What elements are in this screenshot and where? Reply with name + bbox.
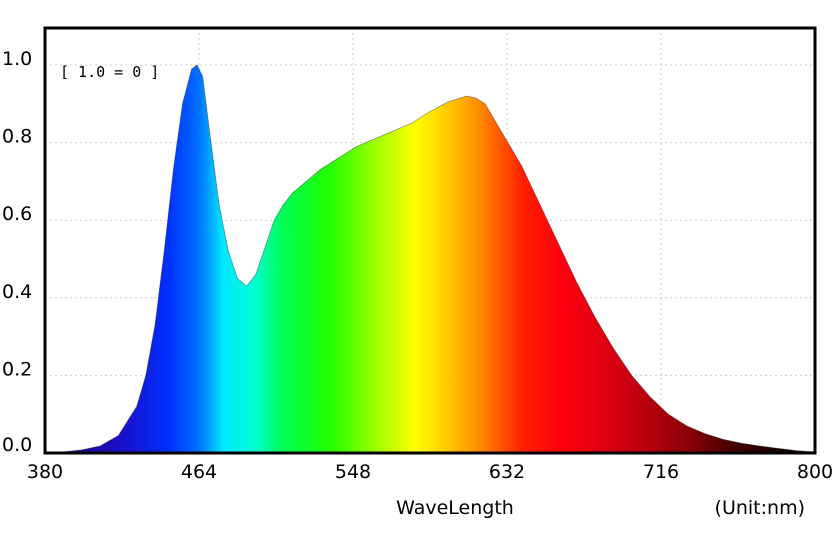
y-tick-labels: 0.0 0.2 0.4 0.6 0.8 1.0 (2, 48, 32, 456)
x-tick-label: 800 (797, 461, 833, 483)
y-tick-label: 0.2 (2, 358, 32, 380)
annotation-note: [ 1.0 = 0 ] (60, 63, 159, 81)
y-tick-label: 0.4 (2, 281, 32, 303)
x-tick-label: 632 (489, 461, 525, 483)
unit-label: (Unit:nm) (715, 497, 805, 519)
y-tick-label: 0.0 (2, 434, 32, 456)
y-tick-label: 0.8 (2, 126, 32, 148)
y-tick-label: 1.0 (2, 48, 32, 70)
plot-frame (43, 26, 817, 455)
x-tick-label: 716 (643, 461, 679, 483)
spectrum-area (45, 65, 815, 453)
x-axis-title: WaveLength (396, 497, 514, 519)
spectrum-line (44, 64, 816, 454)
x-tick-label: 548 (335, 461, 371, 483)
x-tick-labels: 380 464 548 632 716 800 (27, 461, 833, 483)
x-tick-label: 464 (181, 461, 217, 483)
x-tick-label: 380 (27, 461, 63, 483)
y-tick-label: 0.6 (2, 203, 32, 225)
